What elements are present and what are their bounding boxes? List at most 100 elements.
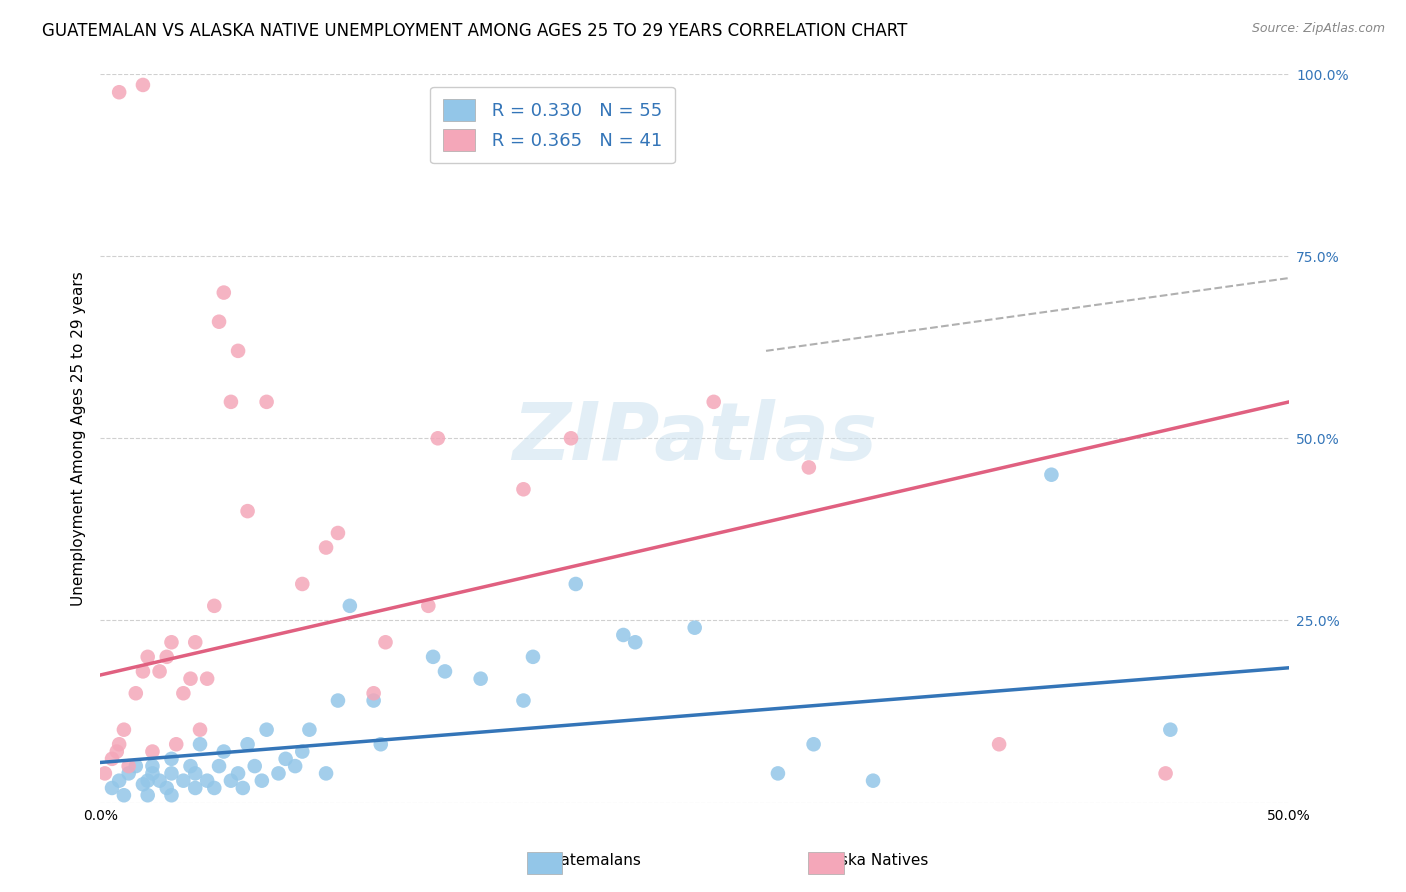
Point: [560, 431, 582, 445]
Legend:  R = 0.330   N = 55,  R = 0.365   N = 41: R = 0.330 N = 55, R = 0.365 N = 41: [430, 87, 675, 163]
Point: [160, 766, 183, 780]
Point: [118, 766, 141, 780]
Point: [624, 635, 647, 649]
Point: [291, 745, 314, 759]
Point: [212, 285, 235, 300]
Point: [988, 737, 1011, 751]
Point: [141, 759, 163, 773]
Point: [219, 395, 242, 409]
Point: [370, 737, 392, 751]
Point: [118, 759, 141, 773]
Point: [284, 759, 307, 773]
Point: [208, 315, 231, 329]
Point: [363, 693, 385, 707]
Point: [236, 737, 259, 751]
Point: [363, 686, 385, 700]
Point: [236, 504, 259, 518]
Point: [105, 745, 128, 759]
Point: [683, 621, 706, 635]
Point: [160, 789, 183, 803]
Point: [136, 773, 159, 788]
Point: [141, 766, 163, 780]
Point: [184, 635, 207, 649]
Text: Source: ZipAtlas.com: Source: ZipAtlas.com: [1251, 22, 1385, 36]
Point: [256, 723, 278, 737]
Point: [132, 665, 155, 679]
Point: [184, 780, 207, 795]
Point: [803, 737, 825, 751]
Point: [426, 431, 449, 445]
Point: [160, 635, 183, 649]
Point: [125, 686, 148, 700]
Point: [195, 672, 218, 686]
Point: [108, 85, 131, 99]
Point: [422, 649, 444, 664]
Point: [1159, 723, 1181, 737]
Point: [188, 723, 211, 737]
Point: [132, 78, 155, 92]
Point: [326, 526, 349, 541]
Point: [156, 780, 179, 795]
Point: [703, 395, 725, 409]
Point: [797, 460, 820, 475]
Point: [315, 766, 337, 780]
Text: Alaska Natives: Alaska Natives: [815, 854, 928, 868]
Point: [862, 773, 884, 788]
Point: [232, 780, 254, 795]
Point: [136, 649, 159, 664]
Point: [156, 649, 179, 664]
Point: [418, 599, 440, 613]
Point: [339, 599, 361, 613]
Point: [315, 541, 337, 555]
Point: [172, 773, 194, 788]
Point: [132, 777, 155, 791]
Point: [101, 780, 124, 795]
Point: [226, 766, 249, 780]
Point: [94, 766, 117, 780]
Point: [219, 773, 242, 788]
Point: [202, 599, 225, 613]
Point: [612, 628, 634, 642]
Point: [522, 649, 544, 664]
Point: [274, 752, 297, 766]
Point: [202, 780, 225, 795]
Point: [374, 635, 396, 649]
Point: [149, 665, 172, 679]
Point: [184, 766, 207, 780]
Point: [267, 766, 290, 780]
Point: [1154, 766, 1177, 780]
Point: [160, 752, 183, 766]
Point: [149, 773, 172, 788]
Point: [470, 672, 492, 686]
Point: [766, 766, 789, 780]
Point: [212, 745, 235, 759]
Point: [179, 759, 201, 773]
Text: Guatemalans: Guatemalans: [540, 854, 641, 868]
Point: [256, 395, 278, 409]
Point: [172, 686, 194, 700]
Point: [208, 759, 231, 773]
Point: [298, 723, 321, 737]
Point: [108, 737, 131, 751]
Point: [112, 723, 135, 737]
Point: [179, 672, 201, 686]
Point: [125, 759, 148, 773]
Text: GUATEMALAN VS ALASKA NATIVE UNEMPLOYMENT AMONG AGES 25 TO 29 YEARS CORRELATION C: GUATEMALAN VS ALASKA NATIVE UNEMPLOYMENT…: [42, 22, 907, 40]
Point: [291, 577, 314, 591]
Point: [136, 789, 159, 803]
Point: [565, 577, 588, 591]
Point: [433, 665, 456, 679]
Y-axis label: Unemployment Among Ages 25 to 29 years: Unemployment Among Ages 25 to 29 years: [72, 271, 86, 606]
Point: [250, 773, 273, 788]
Point: [243, 759, 266, 773]
Point: [1040, 467, 1063, 482]
Point: [101, 752, 124, 766]
Point: [512, 483, 534, 497]
Point: [188, 737, 211, 751]
Point: [326, 693, 349, 707]
Point: [141, 745, 163, 759]
Point: [195, 773, 218, 788]
Point: [226, 343, 249, 358]
Point: [512, 693, 534, 707]
Text: ZIPatlas: ZIPatlas: [512, 400, 877, 477]
